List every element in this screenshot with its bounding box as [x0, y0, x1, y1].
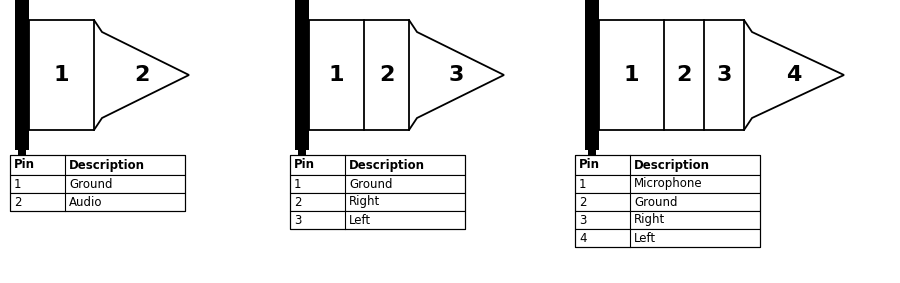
Text: 1: 1 — [579, 177, 587, 190]
Bar — [575, 155, 760, 247]
Bar — [10, 175, 185, 193]
Bar — [290, 211, 465, 229]
Polygon shape — [29, 20, 189, 130]
Bar — [10, 155, 185, 211]
Bar — [575, 211, 760, 229]
Text: Left: Left — [349, 213, 371, 226]
Text: 1: 1 — [14, 177, 22, 190]
Text: 3: 3 — [294, 213, 302, 226]
Text: 2: 2 — [134, 65, 149, 85]
Bar — [575, 229, 760, 247]
Text: Right: Right — [634, 213, 665, 226]
Text: 2: 2 — [14, 196, 22, 209]
Text: 2: 2 — [294, 196, 302, 209]
Text: 1: 1 — [624, 65, 639, 85]
Text: Description: Description — [634, 158, 710, 171]
Text: 4: 4 — [579, 231, 587, 245]
Text: Ground: Ground — [634, 196, 678, 209]
Text: 1: 1 — [54, 65, 69, 85]
Bar — [575, 175, 760, 193]
Text: Description: Description — [349, 158, 425, 171]
Bar — [298, 150, 306, 158]
Text: Ground: Ground — [349, 177, 392, 190]
Text: 2: 2 — [579, 196, 587, 209]
Text: Right: Right — [349, 196, 380, 209]
Text: Microphone: Microphone — [634, 177, 703, 190]
Text: 2: 2 — [379, 65, 394, 85]
Text: Description: Description — [69, 158, 145, 171]
Bar — [585, 0, 599, 150]
Text: 1: 1 — [328, 65, 344, 85]
Text: Audio: Audio — [69, 196, 103, 209]
Bar — [295, 0, 309, 150]
Polygon shape — [599, 20, 844, 130]
Text: 2: 2 — [676, 65, 692, 85]
Text: 4: 4 — [787, 65, 802, 85]
Text: Left: Left — [634, 231, 656, 245]
Bar — [10, 155, 185, 175]
Bar — [15, 0, 29, 150]
Bar — [290, 155, 465, 229]
Polygon shape — [309, 20, 504, 130]
Text: Pin: Pin — [294, 158, 315, 171]
Text: Pin: Pin — [579, 158, 600, 171]
Text: Pin: Pin — [14, 158, 35, 171]
Text: 3: 3 — [716, 65, 732, 85]
Bar — [575, 193, 760, 211]
Bar — [290, 155, 465, 175]
Bar — [10, 193, 185, 211]
Text: 3: 3 — [579, 213, 587, 226]
Bar — [290, 193, 465, 211]
Bar — [589, 150, 596, 158]
Bar — [575, 155, 760, 175]
Text: Ground: Ground — [69, 177, 112, 190]
Text: 1: 1 — [294, 177, 302, 190]
Bar — [290, 175, 465, 193]
Text: 3: 3 — [449, 65, 464, 85]
Bar — [18, 150, 26, 158]
